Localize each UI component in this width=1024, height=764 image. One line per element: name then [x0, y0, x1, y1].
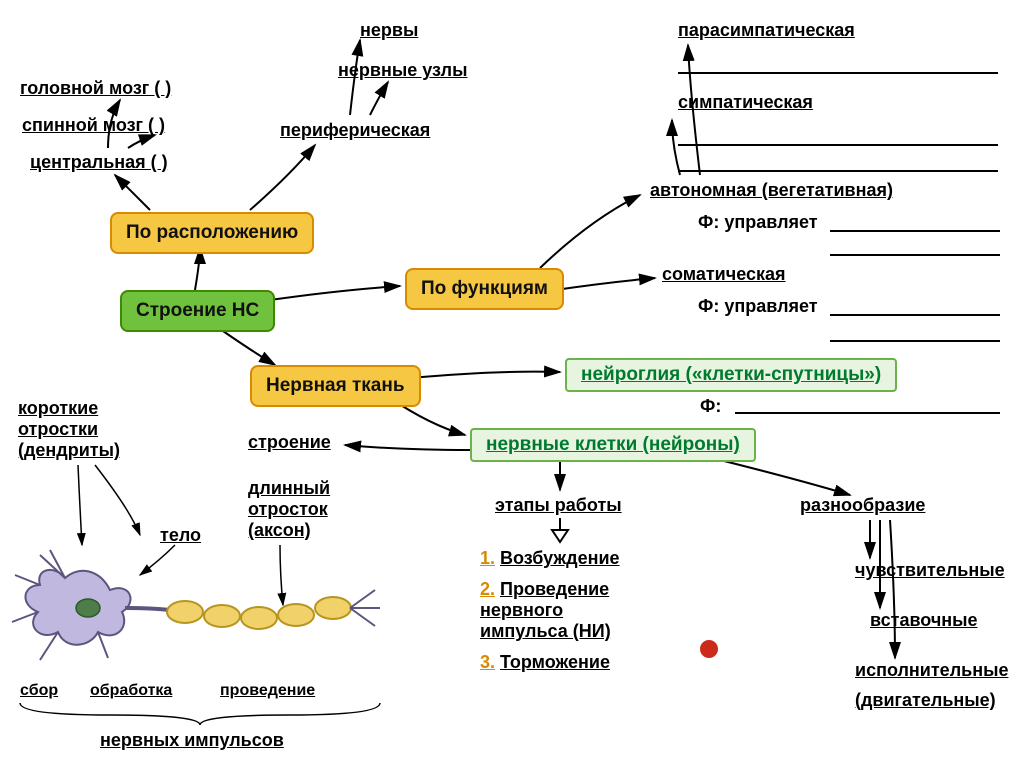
dendrites-3: (дендриты) — [18, 440, 120, 461]
collection-label: сбор — [20, 682, 58, 700]
somatic-label: соматическая — [662, 264, 786, 285]
inter-label: вставочные — [870, 610, 978, 631]
by-location-box: По расположению — [110, 212, 314, 254]
structure-label: строение — [248, 432, 331, 453]
dendrites-1: короткие — [18, 398, 120, 419]
blank-sym-1 — [678, 144, 998, 146]
motor-label-2: (двигательные) — [855, 690, 996, 711]
parasympathetic-label: парасимпатическая — [678, 20, 855, 41]
stage-2b: нервного — [480, 600, 620, 621]
somatic-manages: Ф: управляет — [698, 296, 818, 317]
processing-label: обработка — [90, 682, 172, 700]
dendrites-2: отростки — [18, 419, 120, 440]
stage-1: 1. Возбуждение — [480, 548, 620, 569]
neurons-box: нервные клетки (нейроны) — [470, 428, 756, 462]
spinal-label: спинной мозг ( ) — [22, 115, 165, 136]
blank-som-1 — [830, 314, 1000, 316]
impulses-label: нервных импульсов — [100, 730, 284, 751]
autonomic-manages: Ф: управляет — [698, 212, 818, 233]
by-function-box: По функциям — [405, 268, 564, 310]
axon-1: длинный — [248, 478, 330, 499]
stages-label: этапы работы — [495, 495, 622, 516]
blank-auto-1 — [830, 230, 1000, 232]
sympathetic-label: симпатическая — [678, 92, 813, 113]
conduction-label: проведение — [220, 682, 315, 700]
peripheral-label: периферическая — [280, 120, 430, 141]
stage-2c: импульса (НИ) — [480, 621, 620, 642]
diversity-label: разнообразие — [800, 495, 925, 516]
neuroglia-f: Ф: — [700, 396, 721, 417]
nervous-tissue-box: Нервная ткань — [250, 365, 421, 407]
stage-2: 2. Проведение — [480, 579, 620, 600]
structure-ns-box: Строение НС — [120, 290, 275, 332]
nerves-label: нервы — [360, 20, 418, 41]
blank-neuroglia — [735, 412, 1000, 414]
stage-3: 3. Торможение — [480, 652, 620, 673]
central-label: центральная ( ) — [30, 152, 168, 173]
ganglia-label: нервные узлы — [338, 60, 468, 81]
neuron-illustration — [10, 530, 420, 690]
blank-auto-2 — [830, 254, 1000, 256]
neuroglia-box: нейроглия («клетки-спутницы») — [565, 358, 897, 392]
motor-label-1: исполнительные — [855, 660, 1008, 681]
sensory-label: чувствительные — [855, 560, 1005, 581]
red-dot-icon — [700, 640, 718, 658]
blank-som-2 — [830, 340, 1000, 342]
blank-parasym-1 — [678, 72, 998, 74]
autonomic-label: автономная (вегетативная) — [650, 180, 893, 201]
brain-label: головной мозг ( ) — [20, 78, 171, 99]
axon-2: отросток — [248, 499, 330, 520]
blank-sym-2 — [678, 170, 998, 172]
